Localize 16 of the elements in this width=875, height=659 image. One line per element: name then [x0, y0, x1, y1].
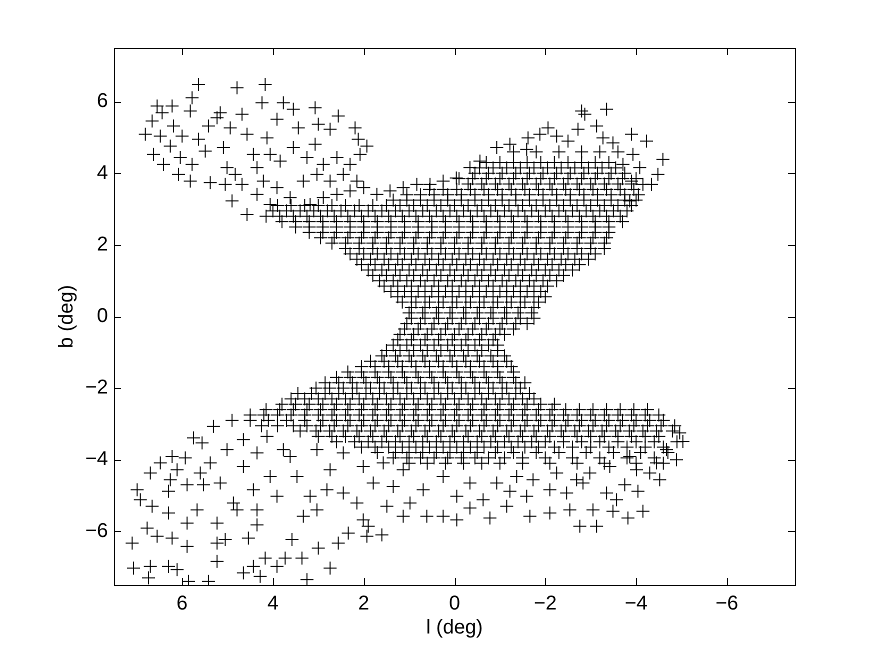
y-tick-label: −6 [85, 520, 108, 542]
x-tick-label: 4 [267, 592, 278, 615]
y-tick-label: 6 [96, 90, 108, 112]
y-tick-label: −2 [85, 376, 108, 399]
x-tick-label: 0 [448, 592, 460, 615]
x-tick-label: −2 [534, 592, 557, 615]
x-tick-label: 6 [176, 592, 188, 615]
x-tick-label: −6 [715, 592, 738, 615]
y-tick-label: −4 [85, 448, 108, 470]
x-tick-label: 2 [358, 592, 370, 615]
x-tick-label: −4 [624, 592, 648, 615]
y-tick-label: 4 [96, 162, 108, 184]
y-tick-label: 2 [96, 233, 108, 256]
y-tick-label: 0 [96, 305, 108, 328]
x-axis-title: l (deg) [426, 616, 483, 639]
y-axis-title: b (deg) [56, 284, 78, 348]
